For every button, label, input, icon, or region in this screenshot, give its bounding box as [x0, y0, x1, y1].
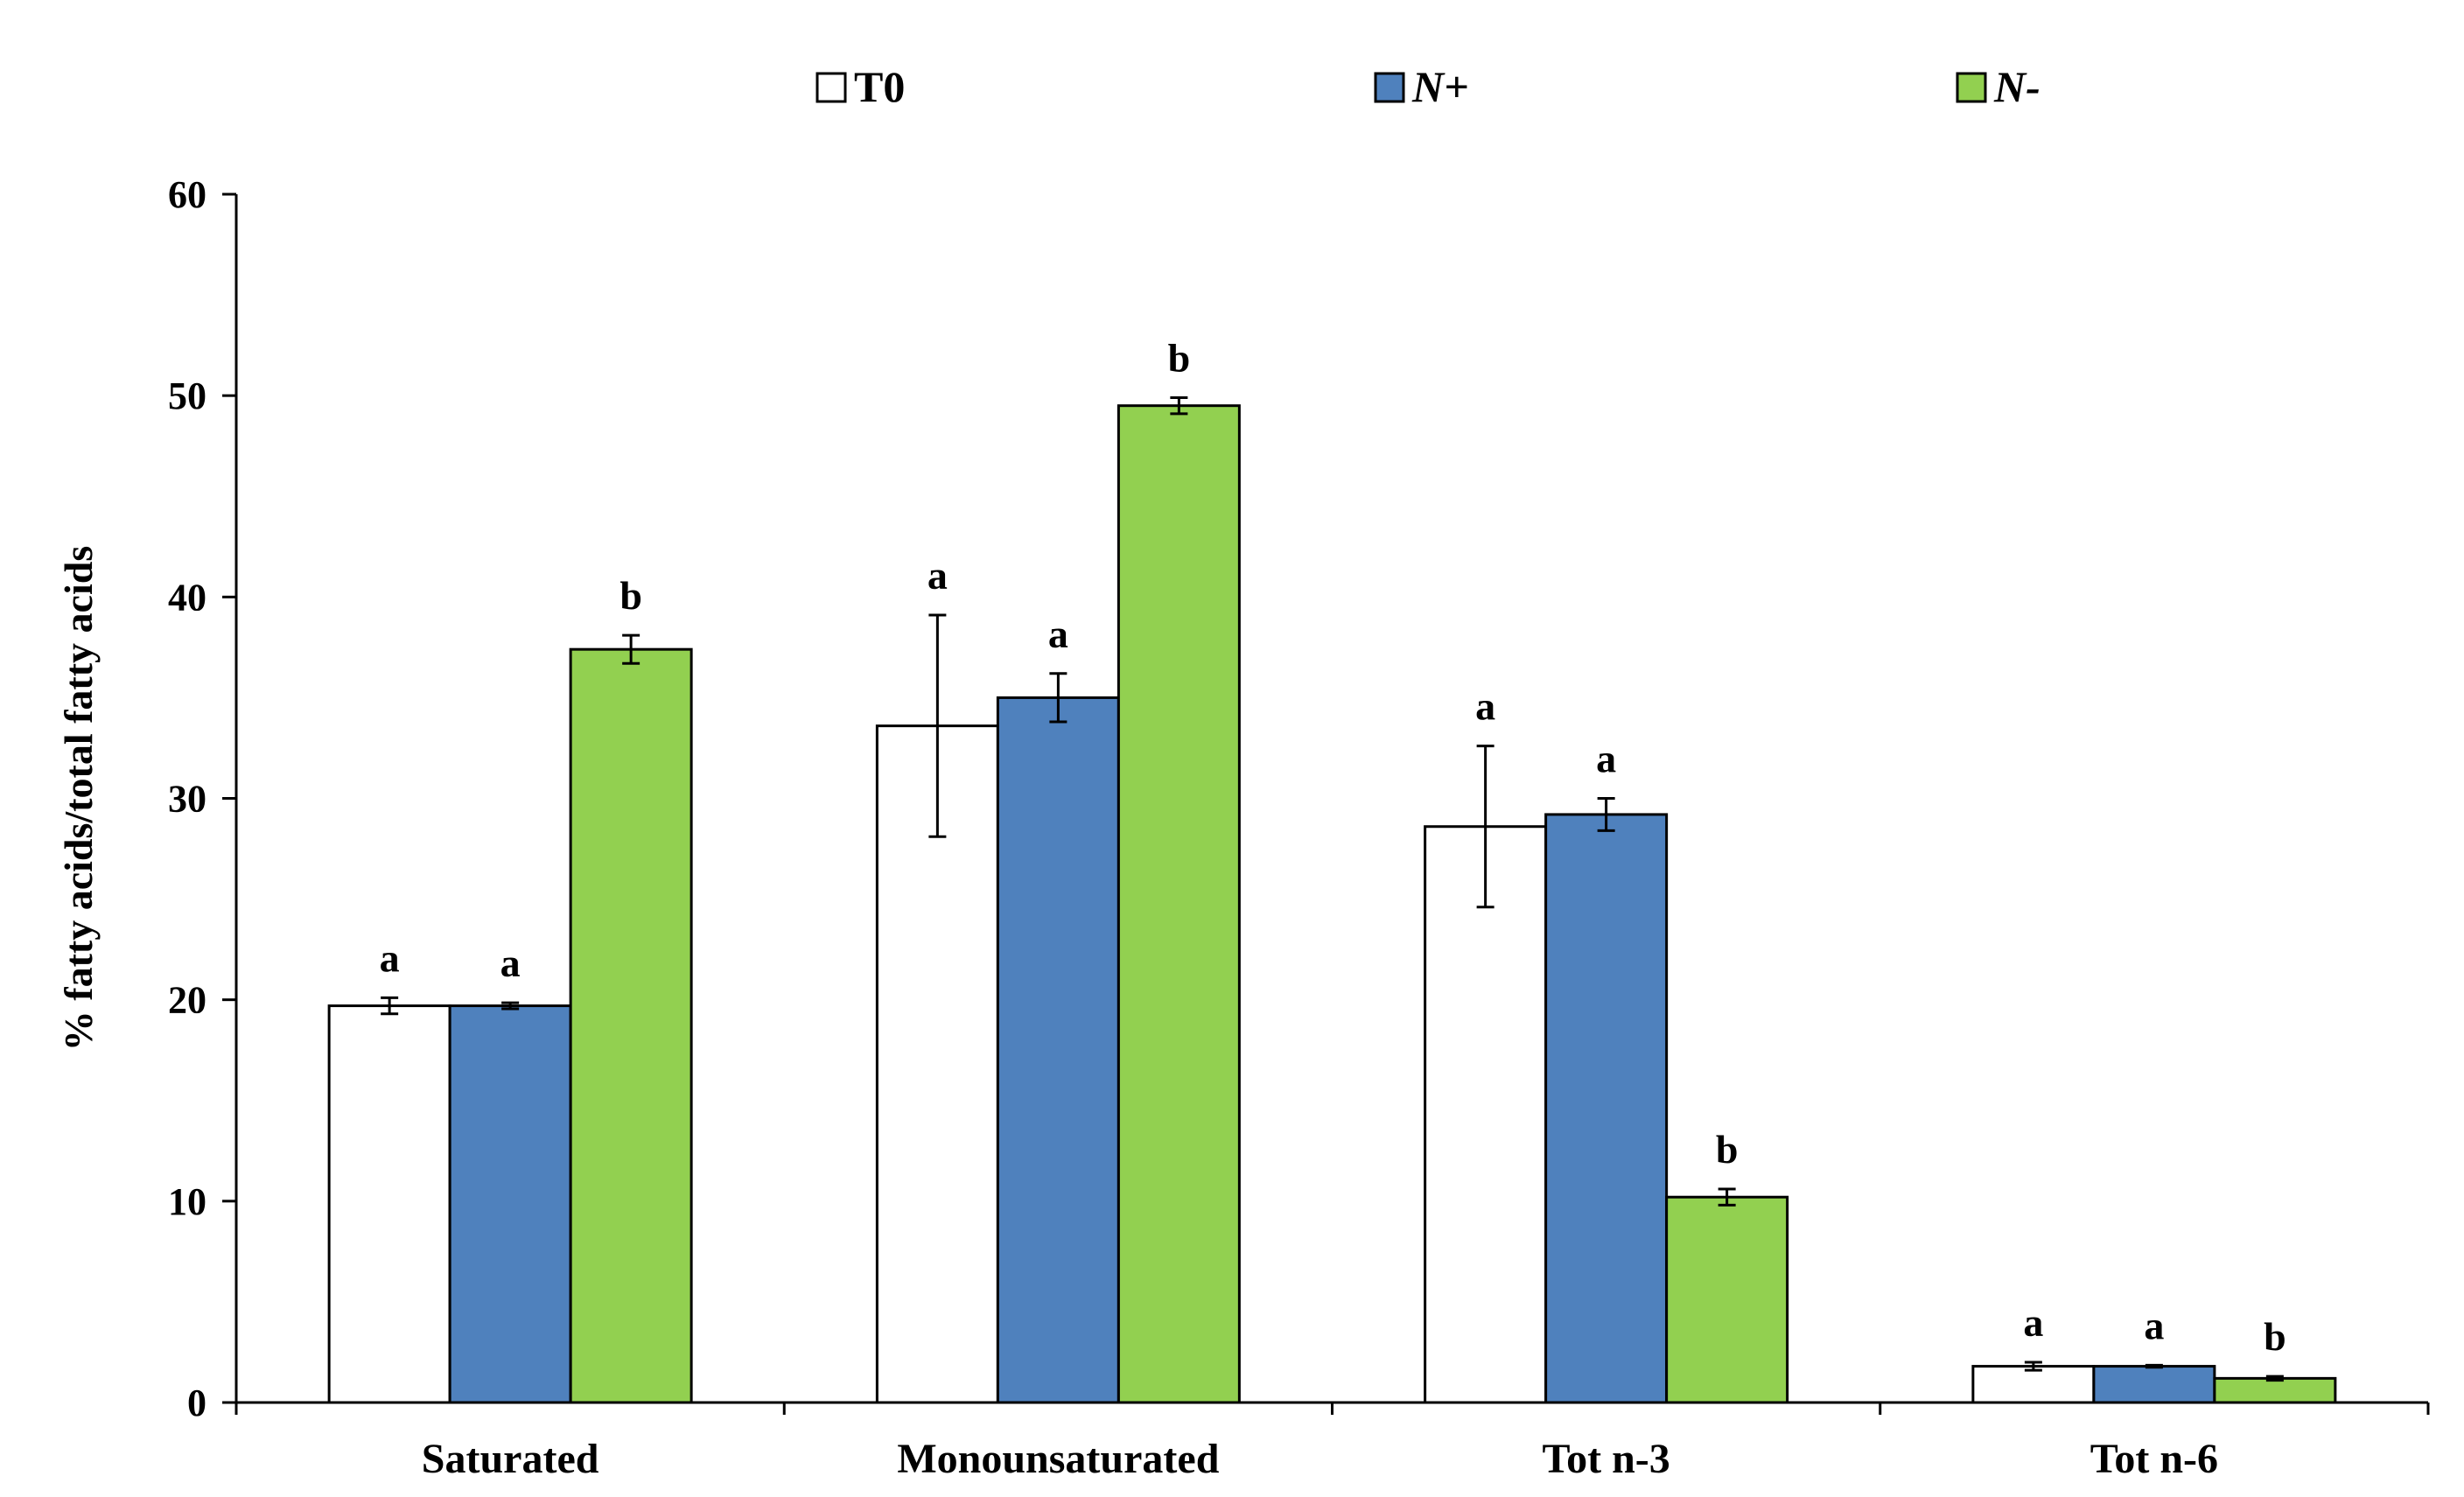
- x-category-label: Tot n-3: [1542, 1436, 1670, 1482]
- bar-n-0: [569, 647, 693, 1404]
- bar-n-2: [1665, 1195, 1789, 1404]
- significance-letter: b: [1168, 335, 1191, 380]
- legend-swatch: [816, 72, 847, 103]
- y-tick-label: 40: [168, 576, 206, 619]
- significance-letter: b: [620, 573, 642, 618]
- significance-letter: b: [1716, 1127, 1739, 1172]
- error-bar: [1718, 1187, 1736, 1207]
- legend-item-n: N+: [1374, 62, 1469, 111]
- y-tick-label: 30: [168, 778, 206, 821]
- bar-n-3: [2092, 1365, 2216, 1404]
- error-bar: [1597, 797, 1615, 832]
- significance-letter: a: [928, 553, 948, 598]
- bar-t0-2: [1424, 825, 1548, 1404]
- bar-n-1: [1116, 404, 1241, 1404]
- y-tick-label: 10: [168, 1180, 206, 1223]
- legend-label: N-: [1993, 62, 2040, 111]
- legend-item-n: N-: [1956, 62, 2040, 111]
- legend-label: N+: [1411, 62, 1469, 111]
- y-axis: 0 10 20 30 40 50 60: [168, 173, 238, 1424]
- error-bar: [1170, 395, 1188, 416]
- bar-n-2: [1544, 813, 1669, 1404]
- error-bar: [928, 613, 947, 838]
- error-bar: [2265, 1375, 2284, 1382]
- error-bar: [381, 996, 399, 1016]
- x-axis: Saturated Monounsaturated Tot n-3 Tot n-6: [234, 1401, 2430, 1482]
- significance-letter: a: [500, 941, 521, 985]
- x-category-label: Saturated: [422, 1436, 599, 1482]
- error-bar: [2145, 1363, 2163, 1369]
- bar-t0-0: [327, 1004, 452, 1404]
- bar-n-3: [2213, 1376, 2337, 1404]
- significance-letter: b: [2264, 1314, 2286, 1359]
- significance-letter: a: [380, 935, 400, 980]
- x-category-label: Monounsaturated: [897, 1436, 1219, 1482]
- legend-swatch: [1374, 72, 1405, 103]
- significance-letter: a: [2023, 1300, 2043, 1345]
- error-bar: [501, 1001, 520, 1011]
- y-tick-label: 0: [187, 1382, 206, 1424]
- legend-label: T0: [854, 62, 905, 111]
- bar-t0-3: [1971, 1365, 2096, 1404]
- legend: T0 N+ N-: [816, 62, 2040, 111]
- legend-swatch: [1956, 72, 1987, 103]
- error-bar: [622, 633, 640, 665]
- significance-letter: a: [2144, 1303, 2164, 1347]
- bar-n-1: [996, 696, 1120, 1404]
- significance-labels: a a b a a b a a b a a b: [380, 335, 2286, 1359]
- y-tick-label: 20: [168, 979, 206, 1022]
- bars: [327, 404, 2337, 1404]
- y-tick-label: 60: [168, 173, 206, 216]
- bar-n-0: [448, 1004, 572, 1404]
- error-bar: [1476, 745, 1494, 909]
- y-axis-label: % fatty acids/total fatty acids: [56, 546, 101, 1051]
- significance-letter: a: [1596, 737, 1616, 781]
- error-bar: [1049, 672, 1068, 724]
- significance-letter: a: [1048, 612, 1068, 656]
- y-tick-label: 50: [168, 374, 206, 417]
- significance-letter: a: [1475, 684, 1495, 729]
- legend-item-t0: T0: [816, 62, 905, 111]
- error-bar: [2024, 1361, 2042, 1372]
- error-bars: [381, 395, 2284, 1382]
- x-category-label: Tot n-6: [2090, 1436, 2218, 1482]
